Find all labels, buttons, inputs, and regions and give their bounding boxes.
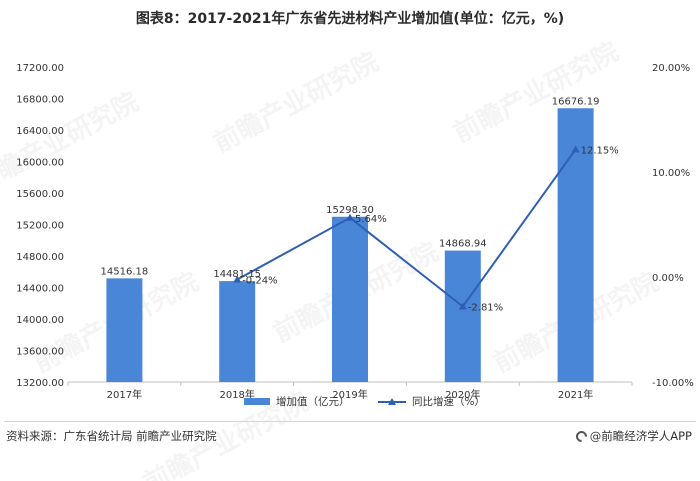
brand-label: @前瞻经济学人APP — [589, 429, 692, 443]
y-left-tick-label: 14800.00 — [16, 252, 64, 263]
source-note: 资料来源：广东省统计局 前瞻产业研究院 — [6, 429, 217, 443]
growth-value-label: 5.64% — [355, 214, 387, 225]
y-left-tick-label: 14400.00 — [16, 284, 64, 295]
y-right-tick-label: 10.00% — [652, 168, 690, 179]
bar — [332, 216, 368, 382]
growth-marker — [458, 302, 467, 310]
growth-marker — [346, 213, 354, 221]
bar-value-label: 14481.15 — [213, 269, 261, 280]
y-left-tick-label: 13200.00 — [16, 378, 64, 389]
growth-value-label: 12.15% — [581, 145, 619, 156]
y-left-tick-label: 17200.00 — [16, 63, 64, 74]
x-tick-label: 2018年 — [219, 388, 254, 401]
growth-line — [236, 148, 577, 308]
y-left-tick-label: 16800.00 — [16, 95, 64, 106]
legend-bar-label: 增加值（亿元） — [276, 395, 350, 408]
y-left-tick-label: 16000.00 — [16, 158, 64, 169]
legend-line-marker — [388, 398, 396, 405]
bar-value-label: 14516.18 — [101, 266, 149, 277]
x-tick-label: 2019年 — [332, 388, 367, 401]
legend-bar-swatch — [244, 398, 270, 405]
brand-credit: @前瞻经济学人APP — [573, 428, 692, 444]
bar — [106, 278, 143, 382]
bar — [444, 250, 481, 382]
watermark-text: 前瞻产业研究院 — [448, 36, 623, 149]
y-right-tick-label: 20.00% — [652, 63, 690, 74]
x-tick-label: 2021年 — [558, 388, 593, 401]
brand-logo-icon — [573, 428, 590, 444]
y-left-tick-label: 14000.00 — [16, 315, 64, 326]
growth-marker — [571, 145, 580, 153]
chart-title: 图表8：2017-2021年广东省先进材料产业增加值(单位：亿元，%) — [135, 11, 565, 27]
bar-value-label: 15298.30 — [326, 205, 374, 216]
x-tick-label: 2020年 — [445, 388, 480, 401]
growth-marker — [233, 275, 242, 283]
growth-value-label: -0.24% — [242, 276, 277, 287]
bar-value-label: 14868.94 — [439, 239, 487, 250]
y-right-tick-label: -10.00% — [652, 378, 694, 389]
legend-line-label: 同比增速（%） — [412, 395, 485, 408]
bar — [557, 108, 594, 383]
bar-value-label: 16676.19 — [552, 96, 600, 107]
bar — [219, 281, 256, 382]
y-left-tick-label: 16400.00 — [16, 126, 64, 137]
y-right-tick-label: 0.00% — [652, 273, 684, 284]
y-left-tick-label: 15600.00 — [16, 189, 64, 200]
y-left-tick-label: 15200.00 — [16, 221, 64, 232]
x-tick-label: 2017年 — [107, 388, 142, 401]
growth-value-label: -2.81% — [468, 303, 503, 314]
watermark-text: 前瞻产业研究院 — [208, 46, 383, 159]
y-left-tick-label: 13600.00 — [16, 347, 64, 358]
footer-divider — [4, 421, 696, 422]
